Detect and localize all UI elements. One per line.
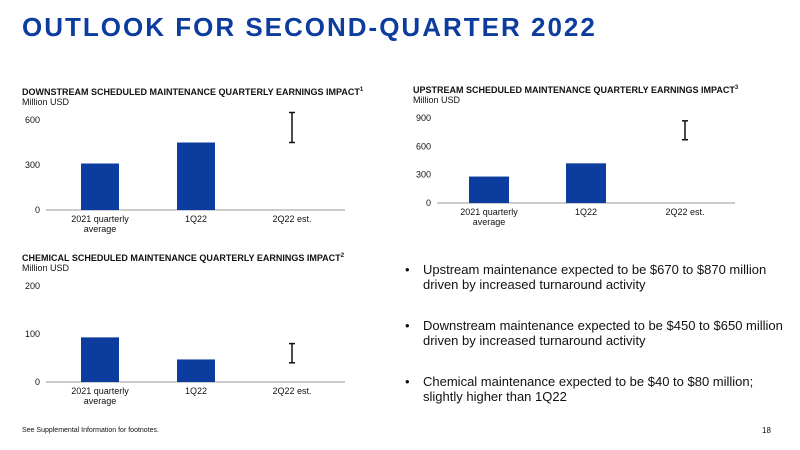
downstream-chart-title-text: DOWNSTREAM SCHEDULED MAINTENANCE QUARTER…: [22, 87, 360, 97]
upstream-chart-title: UPSTREAM SCHEDULED MAINTENANCE QUARTERLY…: [413, 85, 738, 95]
chemical-chart-title: CHEMICAL SCHEDULED MAINTENANCE QUARTERLY…: [22, 253, 344, 263]
slide-footnote: See Supplemental Information for footnot…: [22, 427, 159, 434]
x-tick-label: 2Q22 est.: [272, 214, 311, 224]
bullet-upstream: • Upstream maintenance expected to be $67…: [405, 262, 785, 292]
y-tick-label: 300: [416, 170, 431, 180]
x-tick-label: 2021 quarterly average: [71, 214, 129, 234]
y-tick-label: 0: [35, 377, 40, 387]
x-tick-label-line: 1Q22: [185, 214, 207, 224]
bar-1: [81, 163, 119, 210]
slide-title: OUTLOOK FOR SECOND-QUARTER 2022: [22, 12, 597, 42]
chemical-chart-unit: Million USD: [22, 263, 70, 273]
x-tick-label-line: 2Q22 est.: [272, 386, 311, 396]
y-tick-label: 200: [25, 281, 40, 291]
x-tick-label-line: 2021 quarterly: [460, 207, 518, 217]
y-tick-label: 300: [25, 160, 40, 170]
x-tick-label-line: average: [473, 217, 506, 227]
bullet-marker: •: [405, 262, 410, 277]
bullet-text: Chemical maintenance expected to be $40 …: [423, 374, 754, 404]
bar-1: [81, 337, 119, 382]
x-tick-label: 1Q22: [185, 386, 207, 396]
bar-2: [177, 142, 215, 210]
upstream-chart-title-text: UPSTREAM SCHEDULED MAINTENANCE QUARTERLY…: [413, 85, 735, 95]
outlook-bullet-list: • Upstream maintenance expected to be $67…: [405, 262, 785, 430]
x-tick-label-line: 2021 quarterly: [71, 386, 129, 396]
chemical-footnote-ref: 2: [340, 253, 345, 259]
x-tick-label: 2021 quarterly average: [460, 207, 518, 227]
x-tick-label-line: 1Q22: [185, 386, 207, 396]
x-tick-label: 1Q22: [185, 214, 207, 224]
upstream-chart-unit: Million USD: [413, 95, 461, 105]
y-tick-label: 900: [416, 113, 431, 123]
x-tick-label: 2021 quarterly average: [71, 386, 129, 406]
x-tick-label-line: 2021 quarterly: [71, 214, 129, 224]
upstream-footnote-ref: 3: [734, 85, 739, 91]
y-tick-label: 600: [25, 115, 40, 125]
downstream-footnote-ref: 1: [359, 87, 364, 93]
x-tick-label-line: 2Q22 est.: [665, 207, 704, 217]
bar-1: [469, 176, 509, 203]
downstream-chart-unit: Million USD: [22, 97, 70, 107]
bullet-text: Upstream maintenance expected to be $670…: [423, 262, 767, 292]
bar-2: [566, 163, 606, 203]
y-tick-label: 100: [25, 329, 40, 339]
x-tick-label: 2Q22 est.: [272, 386, 311, 396]
y-tick-label: 600: [416, 141, 431, 151]
bullet-text: Downstream maintenance expected to be $4…: [423, 318, 783, 348]
bullet-downstream: • Downstream maintenance expected to be $…: [405, 318, 785, 348]
bullet-marker: •: [405, 374, 410, 389]
downstream-chart-title: DOWNSTREAM SCHEDULED MAINTENANCE QUARTER…: [22, 87, 363, 97]
bar-2: [177, 359, 215, 382]
chemical-chart-title-text: CHEMICAL SCHEDULED MAINTENANCE QUARTERLY…: [22, 253, 341, 263]
x-tick-label: 2Q22 est.: [665, 207, 704, 217]
x-tick-label-line: average: [84, 396, 117, 406]
bullet-chemical: • Chemical maintenance expected to be $40…: [405, 374, 785, 404]
x-tick-label: 1Q22: [575, 207, 597, 217]
x-tick-label-line: average: [84, 224, 117, 234]
y-tick-label: 0: [426, 198, 431, 208]
bullet-marker: •: [405, 318, 410, 333]
page-number: 18: [762, 426, 771, 435]
x-tick-label-line: 1Q22: [575, 207, 597, 217]
x-tick-label-line: 2Q22 est.: [272, 214, 311, 224]
y-tick-label: 0: [35, 205, 40, 215]
